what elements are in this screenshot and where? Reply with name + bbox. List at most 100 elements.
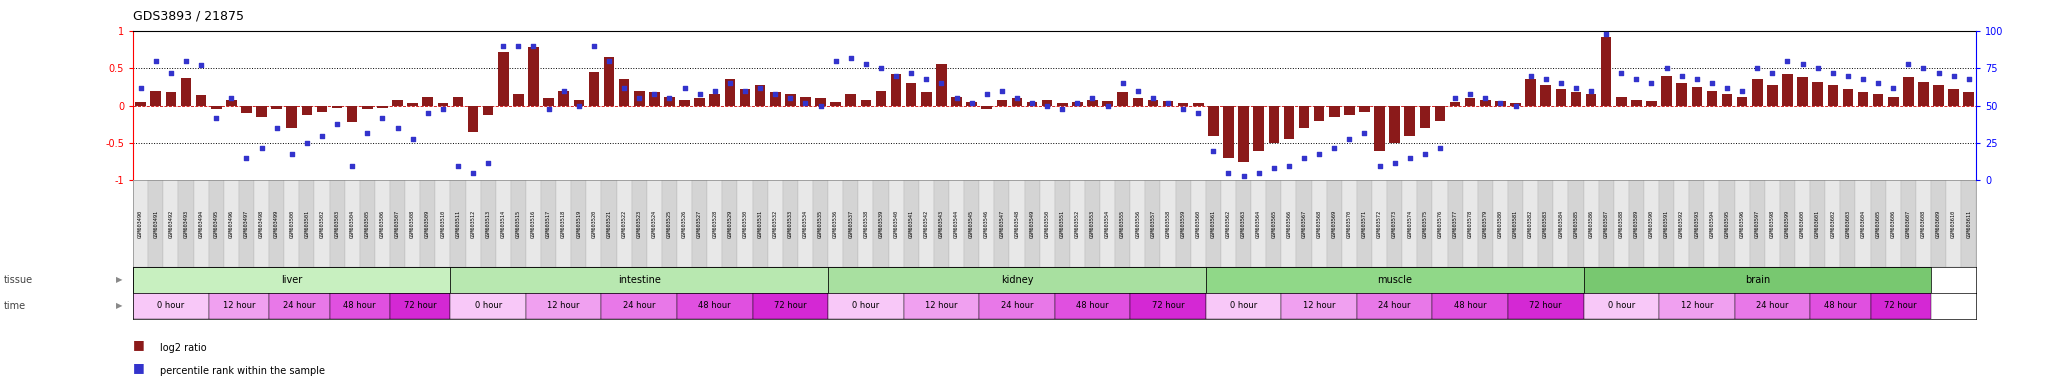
Point	[1393, 155, 1425, 161]
Bar	[1855, 180, 1870, 267]
Bar	[483, 106, 494, 114]
Bar	[920, 180, 934, 267]
Text: GSM603553: GSM603553	[1090, 210, 1096, 238]
Bar	[1133, 98, 1143, 106]
Text: 72 hour: 72 hour	[1530, 301, 1563, 310]
Text: GSM603545: GSM603545	[969, 210, 975, 238]
Bar	[662, 180, 678, 267]
Bar	[315, 180, 330, 267]
Text: 12 hour: 12 hour	[547, 301, 580, 310]
Bar	[1436, 106, 1446, 121]
Bar	[827, 293, 903, 319]
Text: GSM603529: GSM603529	[727, 210, 733, 238]
Bar	[268, 293, 330, 319]
Bar	[1628, 180, 1645, 267]
Text: GSM603574: GSM603574	[1407, 210, 1413, 238]
Bar	[166, 92, 176, 106]
Bar	[768, 180, 782, 267]
Point	[1272, 162, 1305, 169]
Text: GSM603527: GSM603527	[696, 210, 702, 238]
Text: GSM603572: GSM603572	[1376, 210, 1382, 238]
Bar	[510, 180, 526, 267]
Text: GSM603554: GSM603554	[1106, 210, 1110, 238]
Bar	[1069, 180, 1085, 267]
Point	[1348, 129, 1380, 136]
Text: GSM603564: GSM603564	[1255, 210, 1262, 238]
Point	[547, 88, 580, 94]
Bar	[1931, 180, 1946, 267]
Bar	[709, 94, 721, 106]
Bar	[891, 74, 901, 106]
Bar	[1704, 180, 1720, 267]
Point	[608, 84, 641, 91]
Bar	[948, 180, 965, 267]
Text: GSM603607: GSM603607	[1907, 210, 1911, 238]
Bar	[330, 180, 344, 267]
Point	[1364, 162, 1397, 169]
Point	[1561, 84, 1593, 91]
Point	[395, 136, 428, 142]
Text: GSM603549: GSM603549	[1030, 210, 1034, 238]
Point	[1075, 95, 1108, 101]
Bar	[799, 180, 813, 267]
Text: GSM603579: GSM603579	[1483, 210, 1487, 238]
Text: GSM603577: GSM603577	[1452, 210, 1458, 238]
Bar	[375, 180, 389, 267]
Bar	[647, 180, 662, 267]
Text: GSM603569: GSM603569	[1331, 210, 1337, 238]
Point	[971, 91, 1004, 97]
Bar	[1602, 37, 1612, 106]
Bar	[1145, 180, 1161, 267]
Bar	[1178, 103, 1188, 106]
Bar	[344, 180, 360, 267]
Bar	[692, 180, 707, 267]
Bar	[211, 106, 221, 109]
Bar	[1251, 180, 1266, 267]
Text: GSM603609: GSM603609	[1935, 210, 1942, 238]
Bar	[1417, 180, 1432, 267]
Point	[653, 95, 686, 101]
Bar	[903, 180, 920, 267]
Point	[412, 110, 444, 116]
Bar	[1206, 293, 1282, 319]
Text: GSM603500: GSM603500	[289, 210, 295, 238]
Bar	[362, 106, 373, 109]
Point	[1876, 84, 1909, 91]
Point	[1696, 80, 1729, 86]
Bar	[1735, 293, 1810, 319]
Point	[1317, 144, 1350, 151]
Bar	[784, 94, 795, 106]
Bar	[1372, 180, 1386, 267]
Text: GSM603557: GSM603557	[1151, 210, 1155, 238]
Point	[367, 114, 399, 121]
Point	[1634, 80, 1667, 86]
Text: kidney: kidney	[1001, 275, 1032, 285]
Text: GSM603532: GSM603532	[772, 210, 778, 238]
Text: GSM603540: GSM603540	[893, 210, 899, 238]
Point	[805, 103, 838, 109]
Bar	[209, 180, 223, 267]
Bar	[1659, 293, 1735, 319]
Bar	[1358, 180, 1372, 267]
Text: GSM603515: GSM603515	[516, 210, 520, 238]
Bar	[133, 267, 451, 293]
Bar	[694, 98, 705, 106]
Bar	[1479, 180, 1493, 267]
Text: GSM603584: GSM603584	[1559, 210, 1563, 238]
Bar	[559, 91, 569, 106]
Point	[487, 43, 520, 49]
Bar	[782, 180, 799, 267]
Point	[1454, 91, 1487, 97]
Bar	[739, 89, 750, 106]
Bar	[707, 180, 723, 267]
Bar	[147, 180, 164, 267]
Bar	[436, 180, 451, 267]
Bar	[844, 180, 858, 267]
Bar	[1645, 180, 1659, 267]
Bar	[287, 106, 297, 128]
Bar	[934, 180, 948, 267]
Bar	[254, 180, 268, 267]
Bar	[573, 100, 584, 106]
Bar	[1569, 180, 1583, 267]
Bar	[827, 180, 844, 267]
